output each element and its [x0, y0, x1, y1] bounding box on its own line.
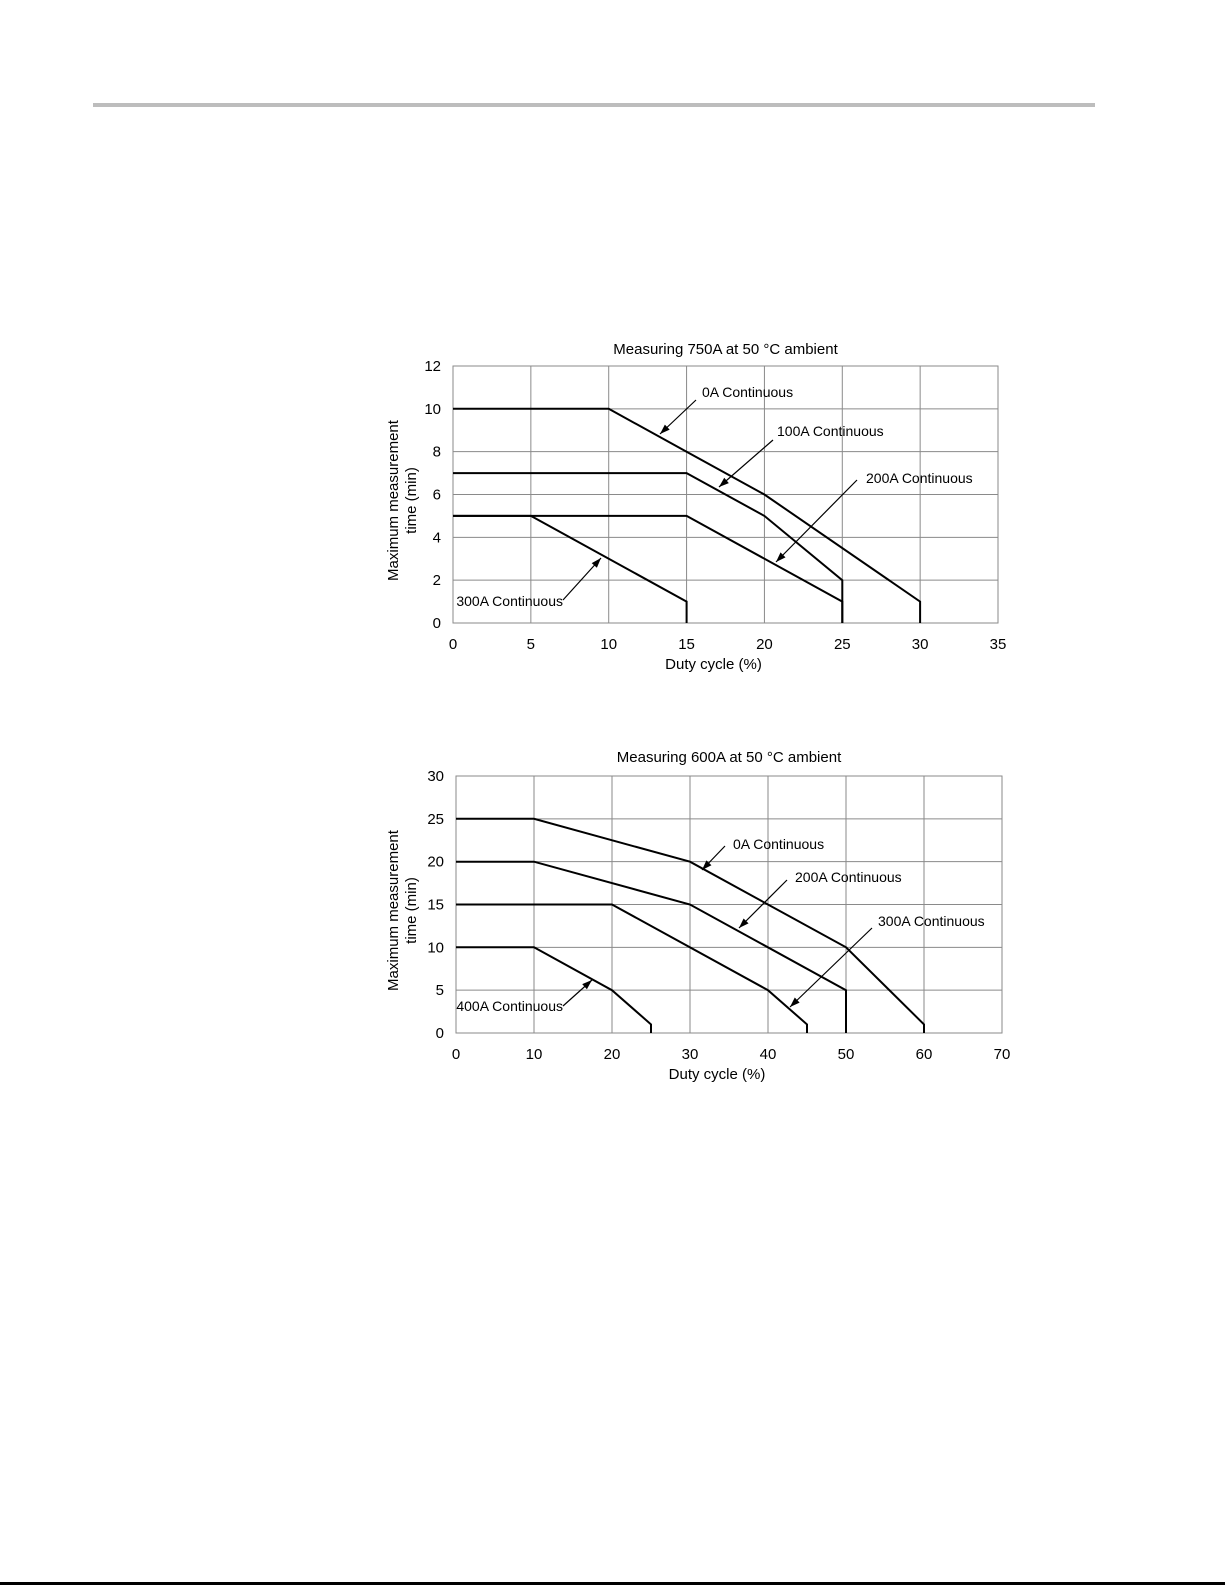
x-tick-label: 20 — [604, 1046, 621, 1063]
x-tick-label: 0 — [449, 636, 457, 653]
x-tick-label: 70 — [994, 1046, 1011, 1063]
y-tick-label: 20 — [427, 854, 444, 871]
annotation-arrow-line — [718, 439, 774, 488]
annotation-label: 200A Continuous — [795, 869, 902, 885]
y-tick-label: 25 — [427, 811, 444, 828]
y-tick-label: 0 — [436, 1025, 444, 1042]
annotation-arrowhead — [776, 552, 786, 562]
series-line-2 — [456, 903, 808, 1033]
y-tick-label: 8 — [433, 444, 441, 461]
y-tick-label: 0 — [433, 615, 441, 632]
y-axis-label-line2: time (min) — [403, 467, 420, 534]
x-tick-label: 30 — [912, 636, 929, 653]
y-axis-label-line1: Maximum measurement — [385, 829, 402, 991]
annotation-label: 0A Continuous — [702, 384, 793, 400]
x-tick-label: 50 — [838, 1046, 855, 1063]
x-tick-label: 20 — [756, 636, 773, 653]
x-axis-label: Duty cycle (%) — [665, 656, 762, 673]
y-tick-label: 15 — [427, 897, 444, 914]
annotation-label: 300A Continuous — [878, 913, 985, 929]
x-tick-label: 10 — [526, 1046, 543, 1063]
header-rule — [93, 103, 1095, 107]
annotation-arrow-line — [789, 927, 873, 1008]
annotation-arrowhead — [719, 477, 729, 487]
annotation-arrowhead — [660, 424, 670, 434]
y-axis-label-line2: time (min) — [403, 877, 420, 944]
series-line-0 — [456, 817, 925, 1033]
y-tick-label: 30 — [427, 768, 444, 785]
annotation-arrow-line — [775, 479, 858, 563]
y-tick-label: 12 — [424, 358, 441, 375]
chart-750a: 0 5 10 15 20 25 30 35 0 2 4 6 8 10 12 Measuring 750A at… — [385, 341, 1007, 673]
x-tick-label: 5 — [527, 636, 535, 653]
x-tick-label: 30 — [682, 1046, 699, 1063]
annotation-arrowhead — [591, 558, 601, 568]
series-line-0 — [453, 407, 922, 623]
y-tick-label: 2 — [433, 572, 441, 589]
x-tick-label: 40 — [760, 1046, 777, 1063]
chart-title: Measuring 600A at 50 °C ambient — [617, 749, 842, 766]
series-line-2 — [453, 514, 844, 623]
annotation-arrowhead — [582, 980, 592, 990]
x-tick-label: 15 — [678, 636, 695, 653]
footer-rule — [0, 1582, 1225, 1585]
y-tick-label: 6 — [433, 487, 441, 504]
annotation-arrow-line — [738, 879, 788, 929]
annotation-label: 100A Continuous — [777, 423, 884, 439]
series-line-3 — [453, 514, 688, 623]
y-tick-label: 4 — [433, 529, 441, 546]
annotation-arrowhead — [790, 997, 800, 1007]
x-tick-label: 10 — [600, 636, 617, 653]
series-line-1 — [453, 472, 844, 623]
y-axis-label-line1: Maximum measurement — [385, 419, 402, 581]
series-line-1 — [456, 860, 847, 1033]
x-axis-label: Duty cycle (%) — [669, 1066, 766, 1083]
annotation-arrowhead — [739, 918, 749, 928]
y-tick-label: 5 — [436, 982, 444, 999]
x-tick-label: 60 — [916, 1046, 933, 1063]
series-line-3 — [456, 946, 652, 1033]
x-tick-label: 25 — [834, 636, 851, 653]
y-tick-label: 10 — [427, 939, 444, 956]
chart-title: Measuring 750A at 50 °C ambient — [613, 341, 838, 358]
annotation-arrowhead — [702, 860, 712, 870]
x-tick-label: 35 — [990, 636, 1007, 653]
chart-600a: 0 10 20 30 40 50 60 70 0 5 10 15 20 25 30 Measuring 600… — [385, 749, 1011, 1083]
annotation-label: 400A Continuous — [456, 998, 563, 1014]
annotation-label: 200A Continuous — [866, 470, 973, 486]
annotation-label: 300A Continuous — [456, 593, 563, 609]
y-tick-label: 10 — [424, 401, 441, 418]
annotation-label: 0A Continuous — [733, 836, 824, 852]
x-tick-label: 0 — [452, 1046, 460, 1063]
